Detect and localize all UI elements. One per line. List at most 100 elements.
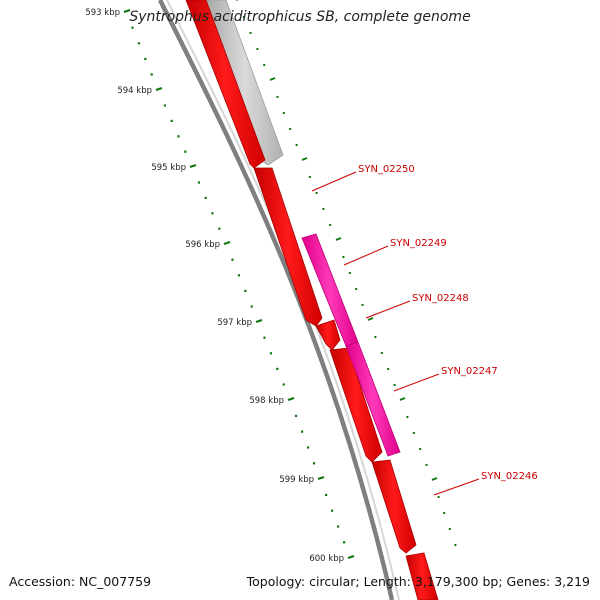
kbp-tick-598 [287, 396, 295, 402]
kbp-tick-594 [155, 86, 163, 92]
outer-ruler-mark [329, 224, 332, 226]
ruler-dot [295, 414, 298, 417]
topology-label: Topology: circular; Length: 3,179,300 bp… [246, 574, 590, 589]
outer-ruler-mark [308, 176, 311, 178]
gene-red-3 [315, 319, 341, 351]
kbp-tick-labels: 593 kbp 594 kbp 595 kbp 596 kbp 597 kbp 598 k… [85, 8, 344, 564]
genome-backbone-inner [166, 0, 400, 600]
outer-ruler-mark [282, 112, 285, 114]
outer-ruler-mark [393, 384, 396, 386]
gene-red-2 [253, 167, 323, 327]
gene-leader-SYN_02249 [343, 245, 389, 266]
outer-ruler-mark [425, 464, 428, 466]
ruler-dot [150, 73, 153, 76]
ruler-dot [307, 446, 310, 449]
outer-ruler-mark [380, 352, 383, 354]
outer-ruler-mark [256, 48, 259, 50]
genome-title: Syntrophus aciditrophicus SB, complete g… [129, 9, 471, 25]
ruler-dot [144, 57, 147, 60]
gene-label-SYN_02248[interactable]: SYN_02248 [412, 293, 469, 304]
ruler-dot [204, 196, 207, 199]
outer-ruler-mark [412, 432, 415, 434]
ruler-dot [131, 26, 134, 29]
outer-ruler-mark [242, 16, 245, 18]
ruler-dot [170, 119, 173, 122]
ruler-dot [331, 509, 334, 512]
gene-label-SYN_02246[interactable]: SYN_02246 [481, 471, 538, 482]
outer-ruler [236, 0, 457, 546]
ruler-dot [177, 135, 180, 138]
kbp-tick-label-599: 599 kbp [279, 475, 314, 485]
ruler-dot [237, 274, 240, 277]
outer-ruler-mark [276, 96, 279, 98]
outer-ruler-mark [387, 368, 390, 370]
outer-ruler-mark [348, 272, 351, 274]
outer-ruler-mark [406, 416, 409, 418]
kbp-tick-label-598: 598 kbp [249, 396, 284, 406]
kbp-tick-label-597: 597 kbp [217, 318, 252, 328]
ruler-dot [276, 367, 279, 370]
outer-ruler-mark [295, 144, 298, 146]
gene-leader-SYN_02247 [393, 373, 440, 392]
ruler-dot [250, 305, 253, 308]
kbp-tick-label-594: 594 kbp [117, 86, 152, 96]
outer-ruler-mark [367, 317, 374, 321]
ruler-dot [263, 336, 266, 339]
ruler-dot [343, 541, 346, 544]
kbp-tick-label-593: 593 kbp [85, 8, 120, 18]
outer-ruler-mark [249, 32, 252, 34]
gene-red-4 [329, 347, 383, 463]
gene-label-SYN_02250[interactable]: SYN_02250 [358, 164, 415, 175]
gene-leader-SYN_02248 [365, 300, 411, 319]
outer-ruler-mark [448, 528, 451, 530]
ruler-dot [301, 430, 304, 433]
outer-ruler-mark [269, 77, 276, 81]
outer-ruler-mark [263, 64, 266, 66]
ruler-dot [184, 150, 187, 153]
kbp-tick-label-596: 596 kbp [185, 240, 220, 250]
outer-ruler-mark [315, 192, 318, 194]
kbp-tick-label-600: 600 kbp [309, 554, 344, 564]
kbp-tick-label-595: 595 kbp [151, 163, 186, 173]
outer-ruler-mark [454, 544, 457, 546]
ruler-dot [163, 104, 166, 107]
gene-label-SYN_02247[interactable]: SYN_02247 [441, 366, 498, 377]
ruler-dot [282, 383, 285, 386]
outer-ruler-mark [335, 237, 342, 241]
outer-ruler-mark [443, 512, 446, 514]
outer-ruler-mark [399, 397, 406, 401]
ruler-dot [337, 525, 340, 528]
gene-labels: SYN_02250 SYN_02249 SYN_02248 SYN_02247 SYN_… [311, 164, 538, 496]
gene-leader-SYN_02250 [311, 171, 357, 192]
kbp-tick-597 [255, 318, 263, 324]
kbp-tick-595 [189, 163, 197, 169]
outer-ruler-mark [289, 128, 292, 130]
outer-ruler-mark [355, 288, 358, 290]
ruler-dot [211, 212, 214, 215]
kbp-tick-593 [123, 8, 131, 14]
ruler-dot [218, 227, 221, 230]
kbp-tick-600 [347, 554, 355, 560]
ruler-dot [269, 352, 272, 355]
outer-ruler-mark [361, 304, 364, 306]
gene-label-SYN_02249[interactable]: SYN_02249 [390, 238, 447, 249]
gene-red-1 [185, 0, 266, 169]
kbp-tick-599 [317, 475, 325, 481]
outer-ruler-mark [322, 208, 325, 210]
ruler-dot [325, 493, 328, 496]
ruler-dot [231, 258, 234, 261]
gene-red-6 [405, 552, 439, 600]
gene-pink-2 [345, 341, 401, 457]
ruler-dot [137, 42, 140, 45]
gene-leader-SYN_02246 [433, 478, 480, 496]
outer-ruler-mark [301, 157, 308, 161]
outer-ruler-mark [374, 336, 377, 338]
ruler-dot [313, 462, 316, 465]
gene-red-5 [371, 459, 417, 554]
outer-ruler-mark [419, 448, 422, 450]
outer-ruler-mark [437, 496, 440, 498]
kbp-tick-marks [123, 8, 355, 560]
accession-label: Accession: NC_007759 [9, 574, 152, 589]
ruler-dot [244, 289, 247, 292]
